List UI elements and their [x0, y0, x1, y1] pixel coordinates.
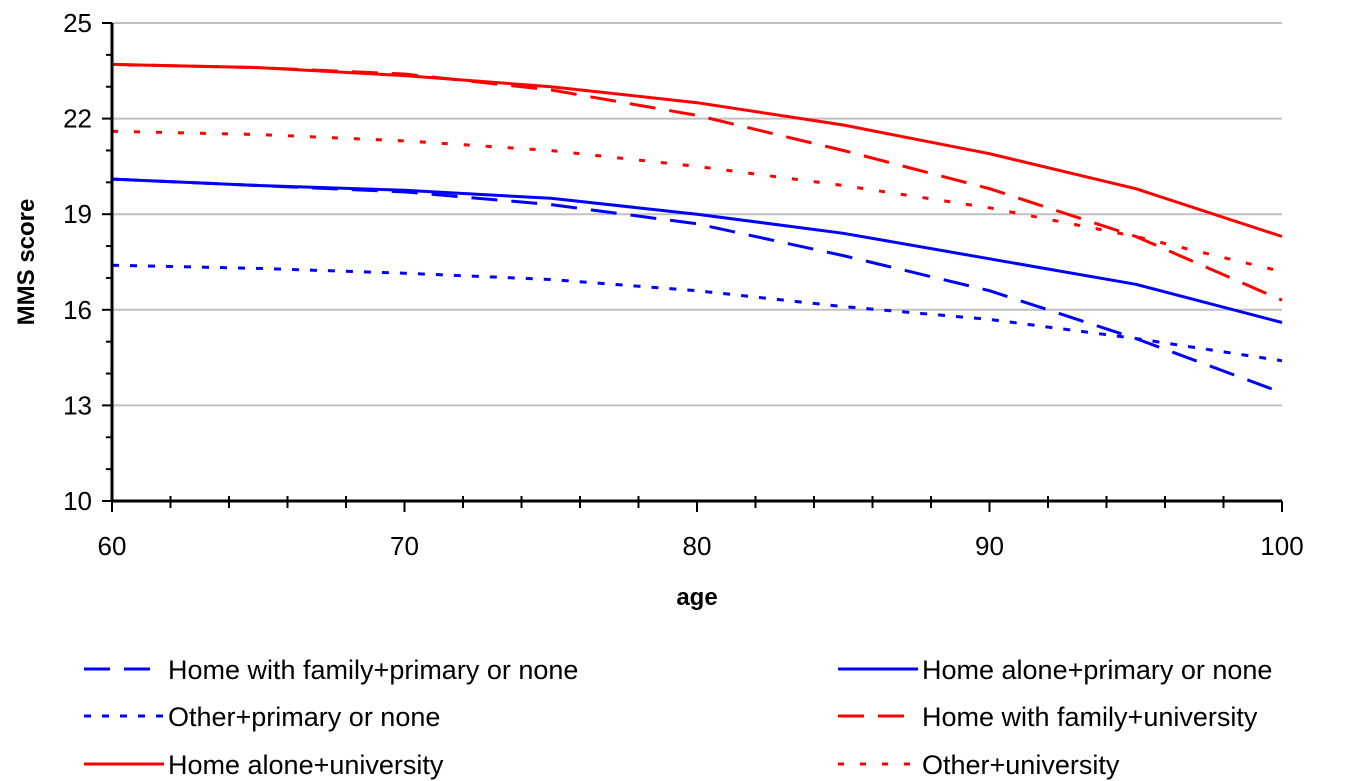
axes: [102, 22, 1283, 512]
legend-label: Home alone+university: [168, 750, 444, 780]
x-tick-label: 90: [975, 531, 1004, 561]
series-line: [111, 177, 1283, 395]
y-axis-title: MMS score: [13, 199, 40, 326]
legend-label: Home alone+primary or none: [922, 655, 1272, 685]
y-tick-label: 16: [63, 295, 92, 325]
series-line: [111, 129, 1283, 274]
series-line: [111, 263, 1283, 363]
y-tick-label: 25: [63, 8, 92, 38]
series-line: [111, 62, 1283, 238]
x-tick-label: 80: [683, 531, 712, 561]
legend-label: Home with family+university: [922, 702, 1258, 732]
y-tick-label: 13: [63, 390, 92, 420]
x-tick-label: 60: [98, 531, 127, 561]
legend-label: Other+primary or none: [168, 702, 440, 732]
x-tick-label: 70: [390, 531, 419, 561]
series-lines: [111, 62, 1283, 395]
series-line: [111, 177, 1283, 324]
y-tick-label: 19: [63, 199, 92, 229]
x-tick-label: 100: [1260, 531, 1303, 561]
x-axis-title: age: [676, 584, 717, 611]
legend-label: Home with family+primary or none: [168, 655, 578, 685]
tick-labels: 10 13 16 19 22 25 60 70 80 90 100: [63, 8, 1304, 561]
legend: Home with family+primary or none Home alo…: [84, 655, 1272, 780]
legend-label: Other+university: [922, 750, 1120, 780]
y-tick-label: 22: [63, 104, 92, 134]
y-tick-label: 10: [63, 486, 92, 516]
